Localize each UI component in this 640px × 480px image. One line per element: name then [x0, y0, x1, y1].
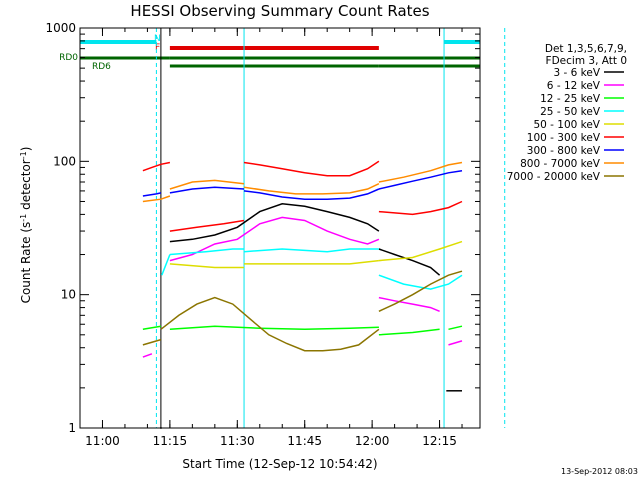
axes: 11:00 11:15 11:30 11:45 12:00 12:15 1 10 100 1000 [45, 21, 481, 448]
series-lines [142, 160, 463, 429]
legend-entry-1: 6 - 12 keV [547, 80, 601, 92]
series-2-segment-0 [142, 325, 162, 331]
x-tick-label-4: 12:00 [355, 434, 390, 448]
series-0-segment-2 [378, 248, 441, 276]
vertical-markers [155, 28, 506, 428]
plot-frame [79, 27, 481, 429]
series-1-segment-3 [448, 340, 463, 346]
series-5-segment-2 [243, 160, 380, 177]
series-0-segment-1 [169, 203, 380, 243]
series-2 [142, 325, 463, 336]
legend-entry-5: 100 - 300 keV [527, 132, 601, 144]
legend-entry-2: 12 - 25 keV [540, 93, 601, 105]
series-6-segment-0 [142, 192, 162, 197]
y-axis-label: Count Rate (s-1 detector-1) [19, 147, 33, 304]
x-tick-label-0: 11:00 [85, 434, 120, 448]
timestamp: 13-Sep-2012 08:03 [561, 467, 638, 476]
series-8-segment-1 [160, 296, 380, 352]
flag-rd6-label: RD6 [92, 62, 111, 72]
legend-entry-8: 7000 - 20000 keV [507, 171, 601, 183]
legend-header-1: FDecim 3, Att 0 [546, 55, 627, 67]
x-tick-label-5: 12:15 [422, 434, 457, 448]
series-8-segment-2 [378, 270, 463, 312]
series-1-segment-0 [142, 353, 153, 358]
series-6-segment-2 [243, 188, 380, 200]
y-tick-label-3: 1000 [45, 21, 76, 35]
series-7-segment-0 [142, 195, 171, 203]
series-6 [142, 169, 463, 200]
series-8-segment-0 [142, 338, 162, 346]
series-3-segment-2 [243, 248, 379, 253]
x-tick-label-1: 11:15 [153, 434, 188, 448]
legend-entry-7: 800 - 7000 keV [520, 158, 601, 170]
x-tick-label-3: 11:45 [287, 434, 322, 448]
series-5-segment-0 [142, 161, 171, 172]
series-5 [142, 160, 463, 232]
x-tick-label-2: 11:30 [220, 434, 255, 448]
legend-entry-4: 50 - 100 keV [533, 119, 600, 131]
flag-n-label: N [154, 34, 161, 44]
x-axis-label: Start Time (12-Sep-12 10:54:42) [182, 457, 377, 471]
series-4 [169, 240, 463, 269]
y-tick-label-2: 100 [53, 154, 76, 168]
legend-entry-3: 25 - 50 keV [540, 106, 601, 118]
series-4-segment-2 [378, 240, 463, 262]
series-3 [161, 248, 463, 290]
series-4-segment-1 [244, 259, 379, 265]
legend-entry-6: 300 - 800 keV [527, 145, 601, 157]
y-tick-label-1: 10 [61, 288, 76, 302]
flag-bars: NF RD0 RD6 [59, 34, 480, 72]
series-4-segment-0 [169, 263, 244, 269]
legend-header-0: Det 1,3,5,6,7,9, [545, 43, 627, 55]
series-3-segment-0 [161, 254, 171, 276]
series-2-segment-2 [378, 328, 440, 336]
series-0 [160, 203, 462, 429]
series-5-segment-3 [378, 200, 463, 216]
series-8 [142, 270, 463, 352]
series-7 [142, 161, 463, 203]
series-5-segment-1 [169, 219, 245, 232]
legend: Det 1,3,5,6,7,9,FDecim 3, Att 03 - 6 keV… [507, 43, 627, 183]
series-1-segment-1 [169, 216, 380, 262]
series-6-segment-3 [378, 169, 463, 190]
series-3-segment-3 [378, 274, 463, 290]
legend-entry-0: 3 - 6 keV [553, 67, 600, 79]
series-7-segment-3 [378, 161, 463, 183]
series-2-segment-3 [448, 325, 463, 331]
series-1 [142, 216, 463, 358]
flag-rd0-label: RD0 [59, 53, 78, 63]
flag-f-label: F [155, 43, 160, 53]
series-2-segment-1 [169, 325, 379, 331]
chart-title: HESSI Observing Summary Count Rates [130, 2, 429, 20]
series-1-segment-2 [378, 296, 440, 312]
y-tick-label-0: 1 [68, 421, 76, 435]
series-7-segment-1 [169, 179, 245, 190]
series-3-segment-1 [169, 248, 244, 256]
series-7-segment-2 [243, 183, 380, 195]
series-6-segment-1 [169, 186, 245, 194]
